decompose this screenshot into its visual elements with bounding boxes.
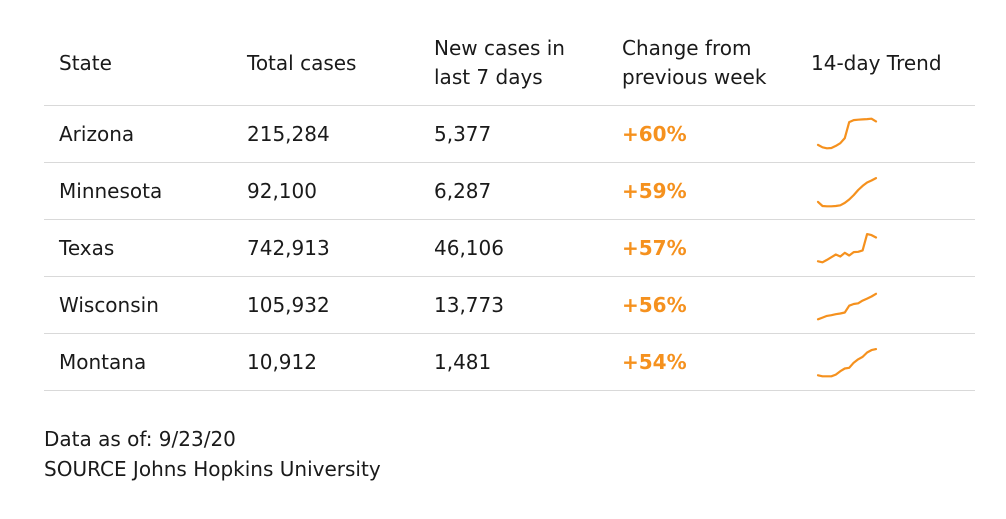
- data-as-of-note: Data as of: 9/23/20: [44, 427, 236, 451]
- trend-sparkline: [816, 233, 878, 264]
- cell-state: Montana: [59, 350, 147, 374]
- cell-total-cases: 215,284: [247, 122, 330, 146]
- table-row: Minnesota 92,100 6,287 +59%: [44, 163, 975, 220]
- source-note: SOURCE Johns Hopkins University: [44, 457, 381, 481]
- trend-sparkline: [816, 177, 878, 208]
- table-row: Arizona 215,284 5,377 +60%: [44, 106, 975, 163]
- trend-line: [816, 117, 878, 150]
- cell-change: +54%: [622, 350, 687, 374]
- cell-total-cases: 105,932: [247, 293, 330, 317]
- table-row: Texas 742,913 46,106 +57%: [44, 220, 975, 277]
- trend-line: [816, 348, 878, 378]
- header-total-cases: Total cases: [247, 51, 357, 75]
- cell-new-cases: 46,106: [434, 236, 504, 260]
- cell-change: +59%: [622, 179, 687, 203]
- header-new-cases-line1: New cases in: [434, 36, 565, 60]
- trend-sparkline: [816, 348, 878, 378]
- header-trend: 14-day Trend: [811, 51, 942, 75]
- table-header: State Total cases New cases in last 7 da…: [44, 24, 975, 106]
- table-row: Montana 10,912 1,481 +54%: [44, 334, 975, 391]
- cell-change: +56%: [622, 293, 687, 317]
- trend-sparkline: [816, 292, 878, 321]
- header-new-cases-line2: last 7 days: [434, 65, 543, 89]
- cell-state: Texas: [59, 236, 115, 260]
- table-footer: Data as of: 9/23/20 SOURCE Johns Hopkins…: [44, 424, 381, 484]
- cell-state: Minnesota: [59, 179, 163, 203]
- cell-state: Wisconsin: [59, 293, 159, 317]
- cell-new-cases: 6,287: [434, 179, 492, 203]
- trend-line: [816, 177, 878, 208]
- header-change: Change from previous week: [622, 34, 766, 92]
- covid-cases-table: State Total cases New cases in last 7 da…: [44, 24, 975, 391]
- header-new-cases: New cases in last 7 days: [434, 34, 565, 92]
- trend-sparkline: [816, 117, 878, 150]
- cell-total-cases: 92,100: [247, 179, 317, 203]
- header-change-line2: previous week: [622, 65, 767, 89]
- cell-change: +60%: [622, 122, 687, 146]
- cell-state: Arizona: [59, 122, 135, 146]
- trend-line: [816, 292, 878, 321]
- cell-total-cases: 10,912: [247, 350, 317, 374]
- cell-new-cases: 5,377: [434, 122, 492, 146]
- cell-new-cases: 13,773: [434, 293, 504, 317]
- header-change-line1: Change from: [622, 36, 752, 60]
- cell-total-cases: 742,913: [247, 236, 330, 260]
- table-row: Wisconsin 105,932 13,773 +56%: [44, 277, 975, 334]
- cell-change: +57%: [622, 236, 687, 260]
- cell-new-cases: 1,481: [434, 350, 492, 374]
- trend-line: [816, 233, 878, 264]
- header-state: State: [59, 51, 112, 75]
